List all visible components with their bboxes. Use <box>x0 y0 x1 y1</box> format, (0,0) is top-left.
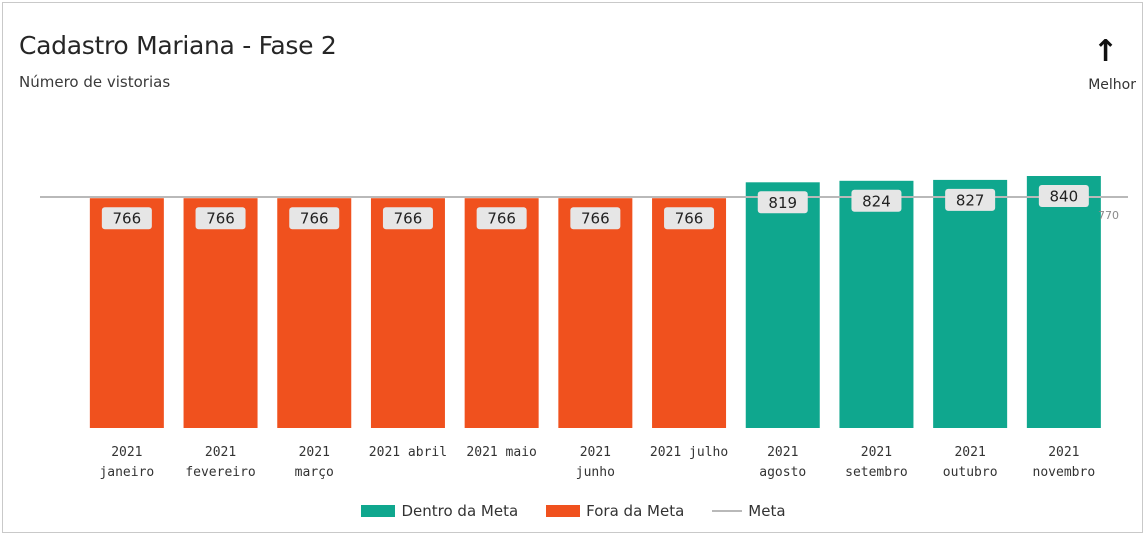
data-label-box <box>382 207 433 230</box>
better-indicator: ↑ Melhor <box>1076 34 1136 94</box>
category-label: 2021 janeiro <box>99 445 154 480</box>
up-arrow-icon: ↑ <box>1092 34 1118 69</box>
data-label-box <box>851 189 902 212</box>
legend-swatch-target <box>712 510 743 512</box>
better-label: Melhor <box>1088 77 1136 93</box>
bar <box>652 198 727 428</box>
data-label-box <box>945 188 996 211</box>
data-label-box <box>757 191 808 214</box>
legend-item-target[interactable]: Meta <box>712 502 786 520</box>
legend-item-outside[interactable]: Fora da Meta <box>546 502 684 520</box>
category-label: 2021 abril <box>369 445 447 460</box>
bar <box>745 182 820 428</box>
bar <box>277 198 352 428</box>
bar <box>839 180 914 428</box>
bar <box>464 198 539 428</box>
data-label-box <box>476 207 527 230</box>
data-label: 766 <box>675 210 704 228</box>
category-label: 2021 julho <box>650 445 728 460</box>
data-label: 827 <box>956 191 985 209</box>
data-label: 766 <box>581 210 610 228</box>
legend-swatch-within <box>361 505 396 517</box>
data-label: 766 <box>487 210 516 228</box>
category-label: 2021 setembro <box>845 445 908 480</box>
legend: Dentro da Meta Fora da Meta Meta <box>0 502 1147 520</box>
bar <box>1026 176 1101 428</box>
legend-swatch-outside <box>546 505 581 517</box>
chart-title: Cadastro Mariana - Fase 2 <box>19 31 337 60</box>
category-label: 2021 junho <box>576 445 615 480</box>
data-label: 766 <box>206 210 235 228</box>
category-label: 2021 fevereiro <box>185 445 255 480</box>
data-label: 819 <box>768 194 797 212</box>
bar <box>183 198 258 428</box>
data-label: 824 <box>862 192 891 210</box>
legend-label-target: Meta <box>748 502 786 520</box>
target-value-label: 770 <box>1098 209 1119 222</box>
data-label-box <box>289 207 340 230</box>
data-label-box <box>1038 185 1089 207</box>
legend-label-within: Dentro da Meta <box>401 502 519 520</box>
data-label: 766 <box>394 210 423 228</box>
data-label-box <box>195 207 246 230</box>
category-label: 2021 março <box>295 445 334 480</box>
bar <box>370 198 445 428</box>
data-label-box <box>664 207 715 230</box>
data-label: 840 <box>1050 188 1079 206</box>
category-label: 2021 agosto <box>759 445 806 480</box>
data-label-box <box>570 207 621 230</box>
bar <box>558 198 633 428</box>
legend-item-within[interactable]: Dentro da Meta <box>361 502 518 520</box>
data-label-box <box>101 207 152 230</box>
category-label: 2021 novembro <box>1033 445 1096 480</box>
category-label: 2021 maio <box>466 445 536 460</box>
category-label: 2021 outubro <box>943 445 998 480</box>
data-label: 766 <box>113 210 142 228</box>
legend-label-outside: Fora da Meta <box>586 502 685 520</box>
bar <box>933 179 1008 428</box>
bar <box>89 198 164 428</box>
data-label: 766 <box>300 210 329 228</box>
chart-subtitle: Número de vistorias <box>19 73 171 91</box>
